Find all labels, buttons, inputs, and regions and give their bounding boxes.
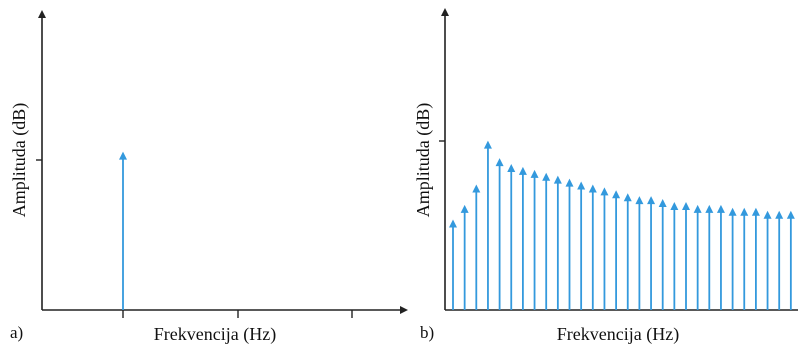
stems-b bbox=[449, 140, 795, 310]
stem-arrowhead bbox=[693, 204, 702, 213]
stem-arrowhead bbox=[483, 140, 492, 149]
stem-arrowhead bbox=[612, 190, 621, 199]
stem-arrowhead bbox=[460, 204, 469, 213]
stem-arrowhead bbox=[728, 207, 737, 216]
stem-arrowhead bbox=[588, 184, 597, 193]
stems-a bbox=[119, 151, 127, 310]
stem-arrowhead bbox=[507, 164, 516, 172]
stem-arrowhead bbox=[775, 210, 784, 219]
stem-arrowhead bbox=[763, 210, 772, 219]
stem-arrowhead bbox=[472, 184, 481, 193]
stem-arrowhead bbox=[647, 196, 656, 205]
stem-arrowhead bbox=[670, 201, 679, 210]
stem-arrowhead bbox=[542, 172, 551, 181]
stem-arrowhead bbox=[658, 199, 667, 208]
x-axis-label-a: Frekvencija (Hz) bbox=[154, 324, 276, 345]
stem-arrowhead bbox=[600, 187, 609, 196]
stem-arrowhead bbox=[635, 196, 644, 205]
stem-arrowhead bbox=[565, 178, 574, 187]
stem-arrowhead bbox=[716, 204, 725, 213]
stem-arrowhead bbox=[623, 193, 632, 202]
stem-arrowhead bbox=[530, 169, 539, 178]
y-axis-label-b: Amplituda (dB) bbox=[413, 103, 434, 218]
x-axis-label-b: Frekvencija (Hz) bbox=[557, 324, 679, 345]
stem-arrowhead bbox=[705, 204, 714, 213]
stem-arrowhead bbox=[449, 219, 457, 228]
stem-arrowhead bbox=[518, 166, 527, 175]
stem-arrowhead bbox=[119, 151, 127, 160]
stem-arrowhead bbox=[577, 181, 586, 190]
stem-arrowhead bbox=[740, 207, 749, 216]
y-axis-label-a: Amplituda (dB) bbox=[9, 103, 30, 218]
panel-b: b) Frekvencija (Hz) Amplituda (dB) bbox=[413, 8, 798, 345]
panel-label-a: a) bbox=[10, 323, 23, 342]
stem-arrowhead bbox=[495, 158, 504, 167]
panel-a: a) Frekvencija (Hz) Amplituda (dB) bbox=[9, 10, 408, 345]
stem-arrowhead bbox=[682, 201, 690, 210]
stem-arrowhead bbox=[751, 207, 760, 216]
panel-label-b: b) bbox=[420, 323, 434, 342]
stem-arrowhead bbox=[553, 175, 562, 184]
stem-arrowhead bbox=[786, 210, 795, 219]
